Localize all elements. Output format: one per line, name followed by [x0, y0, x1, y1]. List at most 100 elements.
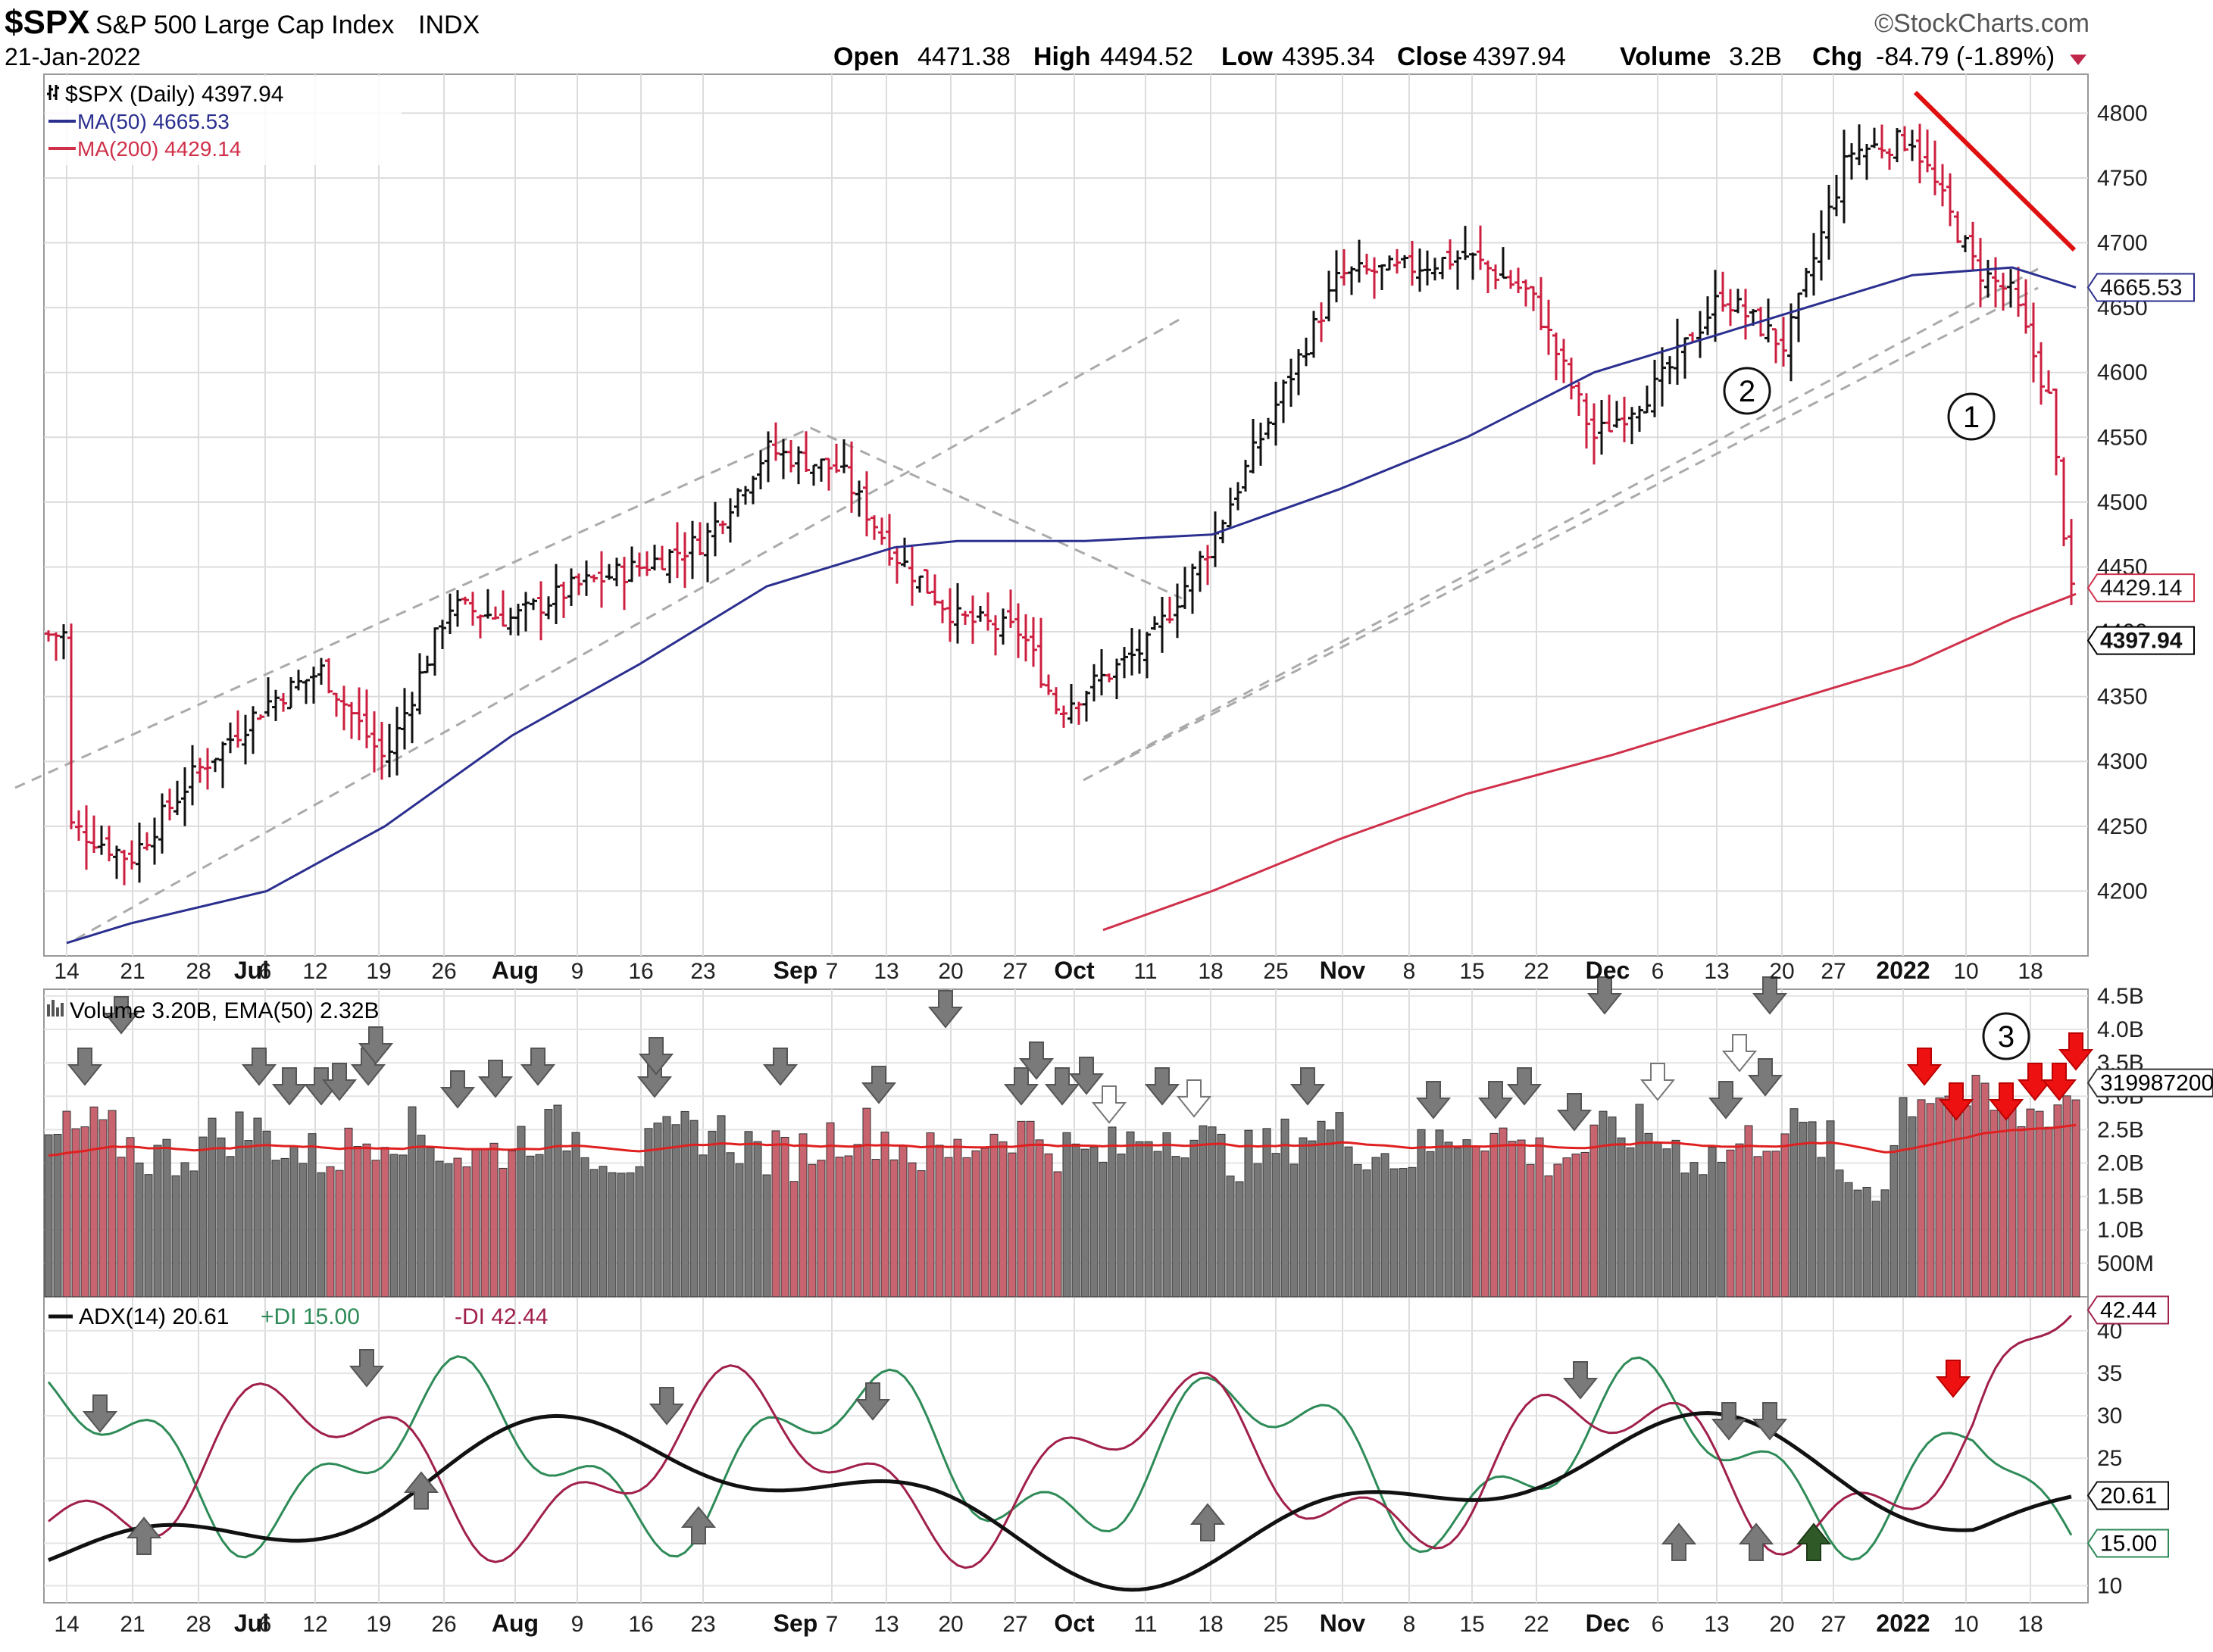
volume-bar — [1526, 1163, 1535, 1298]
ma200-line — [1102, 592, 2077, 932]
x-tick-label: 11 — [1133, 959, 1157, 984]
volume-bar — [1335, 1112, 1344, 1298]
volume-bar — [2044, 1126, 2053, 1298]
volume-bar — [635, 1166, 644, 1298]
adx-x-tick-label: 19 — [366, 1612, 391, 1637]
x-tick-label: 13 — [1704, 959, 1729, 984]
gray-down-arrow-icon — [1044, 1067, 1080, 1106]
gray-down-arrow-icon — [1415, 1081, 1452, 1120]
volume-bar — [599, 1166, 608, 1298]
volume-bar — [80, 1126, 89, 1298]
x-tick-label: 2022 — [1876, 957, 1930, 984]
volume-bar — [53, 1134, 62, 1298]
volume-bar — [1399, 1168, 1408, 1298]
volume-bar — [462, 1166, 471, 1298]
volume-bar — [1153, 1151, 1162, 1298]
gray-down-arrow-icon — [103, 996, 139, 1035]
volume-bar — [617, 1173, 626, 1298]
volume-bar — [780, 1136, 789, 1298]
gray-down-arrow-icon — [1747, 1058, 1783, 1097]
green-up-arrow-icon — [1796, 1522, 1832, 1561]
gray-down-arrow-icon — [520, 1048, 556, 1086]
trendlines — [14, 90, 2077, 941]
adx-x-tick-label: Aug — [492, 1610, 539, 1637]
volume-bar — [1762, 1151, 1771, 1298]
adx-tick-label: 10 — [2097, 1574, 2122, 1599]
volume-bar — [926, 1132, 935, 1298]
volume-bar — [289, 1145, 299, 1298]
volume-bar — [1835, 1170, 1844, 1298]
price-flag: 4665.53 — [2086, 273, 2195, 302]
volume-bar — [353, 1146, 362, 1298]
volume-bar — [1453, 1148, 1462, 1298]
volume-flag-box — [2086, 1068, 2213, 1098]
x-tick-label: 13 — [874, 959, 899, 984]
volume-bar — [1999, 1109, 2008, 1298]
volume-bar — [135, 1162, 144, 1298]
volume-bar — [1708, 1146, 1717, 1298]
gray-down-arrow-icon — [1477, 1081, 1514, 1120]
volume-value: 3.2B — [1729, 42, 1782, 71]
volume-bar — [935, 1145, 944, 1298]
gray-up-arrow-icon — [1189, 1503, 1226, 1541]
volume-bar — [1853, 1189, 1862, 1298]
volume-bar — [944, 1157, 953, 1298]
volume-bar — [1135, 1141, 1144, 1298]
volume-bar — [144, 1174, 153, 1298]
adx-legend: ADX(14) 20.61 +DI 15.00 -DI 42.44 — [48, 1304, 548, 1329]
volume-bar — [253, 1117, 262, 1298]
volume-bar — [1271, 1153, 1280, 1298]
volume-bar — [1171, 1156, 1180, 1298]
volume-bar — [1162, 1132, 1171, 1298]
volume-bar — [1480, 1151, 1489, 1298]
volume-bar — [553, 1104, 562, 1298]
gray-down-arrow-icon — [439, 1070, 476, 1109]
volume-bar — [408, 1106, 417, 1298]
price-legend-label: $SPX (Daily) 4397.94 — [65, 82, 284, 107]
volume-bar — [1662, 1148, 1671, 1298]
x-tick-label: 18 — [1198, 959, 1223, 984]
volume-legend: Volume 3.20B, EMA(50) 2.32B — [47, 998, 380, 1023]
volume-bar — [1635, 1104, 1644, 1298]
volume-bar — [1680, 1173, 1689, 1298]
ohlc-bars-icon — [47, 85, 59, 100]
volume-bar — [371, 1160, 380, 1298]
volume-bar — [471, 1148, 480, 1298]
volume-bar — [180, 1162, 189, 1298]
volume-bar — [844, 1155, 853, 1298]
volume-bar — [762, 1174, 771, 1298]
volume-bar — [644, 1128, 653, 1298]
resistance-trendline — [1913, 90, 2077, 252]
volume-bar — [853, 1144, 862, 1298]
volume-bar — [744, 1131, 753, 1298]
volume-bar — [1744, 1125, 1753, 1298]
volume-bar — [308, 1133, 317, 1298]
volume-bar — [1408, 1166, 1417, 1298]
x-tick-label: 22 — [1524, 959, 1549, 984]
volume-bar — [535, 1154, 544, 1298]
volume-bar — [1717, 1161, 1726, 1298]
low-value: 4395.34 — [1282, 42, 1375, 71]
volume-bar — [1689, 1162, 1699, 1298]
volume-bar — [1144, 1141, 1153, 1298]
volume-bar — [208, 1117, 217, 1298]
close-label: Close — [1397, 42, 1468, 71]
volume-bar — [326, 1166, 335, 1298]
volume-bar — [1026, 1120, 1035, 1298]
gray-down-arrow-icon — [649, 1387, 685, 1426]
volume-bar — [98, 1119, 108, 1298]
volume-bar — [226, 1156, 235, 1298]
x-tick-label: 6 — [259, 959, 272, 984]
red-down-arrow-icon — [2017, 1063, 2053, 1101]
price-tick-label: 4800 — [2097, 101, 2148, 126]
gray-down-arrow-icon — [861, 1066, 897, 1104]
volume-bar — [1844, 1182, 1853, 1298]
red-down-arrow-icon — [2058, 1032, 2094, 1071]
volume-bar — [1553, 1163, 1562, 1298]
volume-tick-label: 1.0B — [2097, 1218, 2144, 1243]
volume-bar — [1389, 1168, 1399, 1298]
volume-bar — [1889, 1145, 1899, 1298]
hollow-down-arrow-icon — [1639, 1063, 1676, 1101]
volume-bar — [2062, 1095, 2071, 1298]
